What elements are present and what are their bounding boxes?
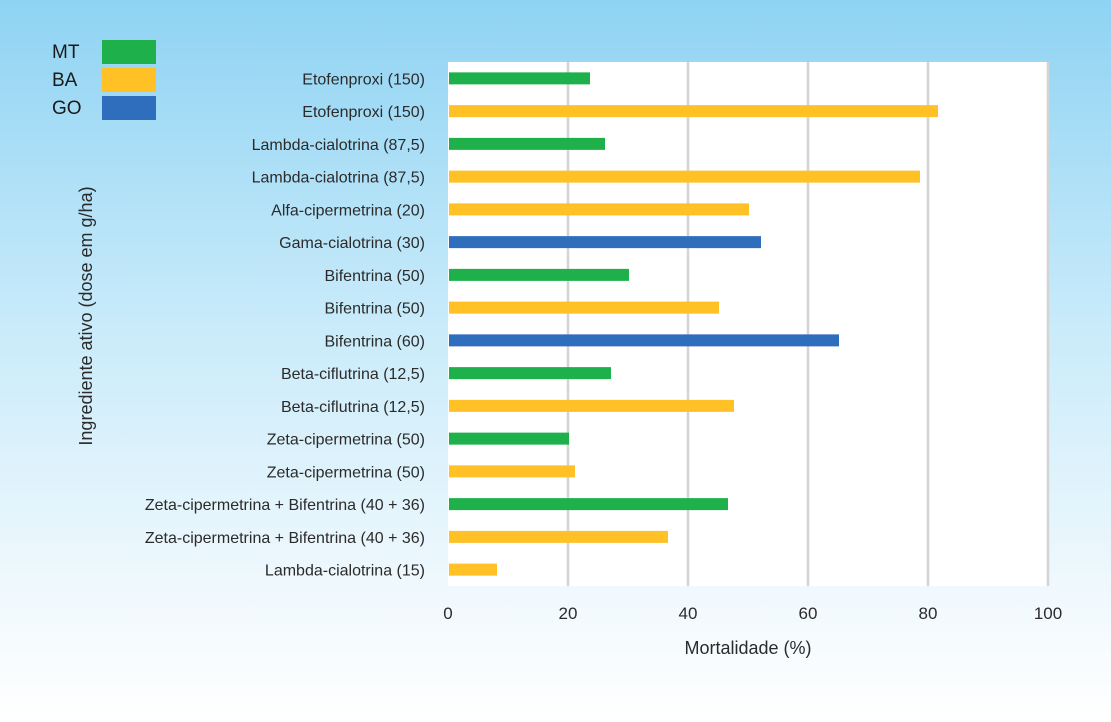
legend: MT BA GO [52,40,156,120]
category-label: Lambda-cialotrina (15) [265,563,425,580]
category-label: Alfa-cipermetrina (20) [271,202,425,219]
category-label: Lambda-cialotrina (87,5) [252,170,425,187]
category-label: Beta-ciflutrina (12,5) [281,399,425,416]
legend-label: BA [52,70,78,91]
x-tick-label: 60 [799,604,818,623]
bar-ba [449,203,749,216]
legend-label: GO [52,98,82,119]
bar-go [449,236,761,249]
x-tick-label: 80 [919,604,938,623]
bar-mt [449,72,590,85]
bar-mt [449,432,569,445]
category-labels: Etofenproxi (150) Etofenproxi (150) Lambda… [145,71,425,579]
bars-group [449,72,938,576]
x-tick-labels: 0 20 40 60 80 100 [443,604,1062,623]
category-label: Bifentrina (50) [325,301,426,318]
category-label: Zeta-cipermetrina (50) [267,464,425,481]
bar-ba [449,399,734,412]
x-tick-label: 0 [443,604,452,623]
category-label: Bifentrina (50) [325,268,426,285]
bar-ba [449,563,497,576]
category-label: Gama-cialotrina (30) [279,235,425,252]
category-label: Lambda-cialotrina (87,5) [252,137,425,154]
category-label: Zeta-cipermetrina (50) [267,432,425,449]
bar-ba [449,170,920,183]
legend-swatch [102,96,156,120]
category-label: Bifentrina (60) [325,333,426,350]
bar-mt [449,498,728,511]
category-label: Etofenproxi (150) [302,71,425,88]
bar-ba [449,465,575,478]
category-label: Zeta-cipermetrina + Bifentrina (40 + 36) [145,530,425,547]
x-tick-label: 40 [679,604,698,623]
x-tick-label: 20 [559,604,578,623]
bar-ba [449,301,719,314]
legend-swatch [102,68,156,92]
bar-go [449,334,839,347]
y-axis-title: Ingrediente ativo (dose em g/ha) [76,186,96,445]
category-label: Zeta-cipermetrina + Bifentrina (40 + 36) [145,497,425,514]
bar-ba [449,105,938,118]
category-label: Etofenproxi (150) [302,104,425,121]
bar-mt [449,137,605,150]
legend-label: MT [52,42,80,63]
bar-ba [449,530,668,543]
bar-mt [449,268,629,281]
legend-swatch [102,40,156,64]
x-axis-title: Mortalidade (%) [684,638,811,658]
bar-mt [449,367,611,380]
category-label: Beta-ciflutrina (12,5) [281,366,425,383]
x-tick-label: 100 [1034,604,1062,623]
